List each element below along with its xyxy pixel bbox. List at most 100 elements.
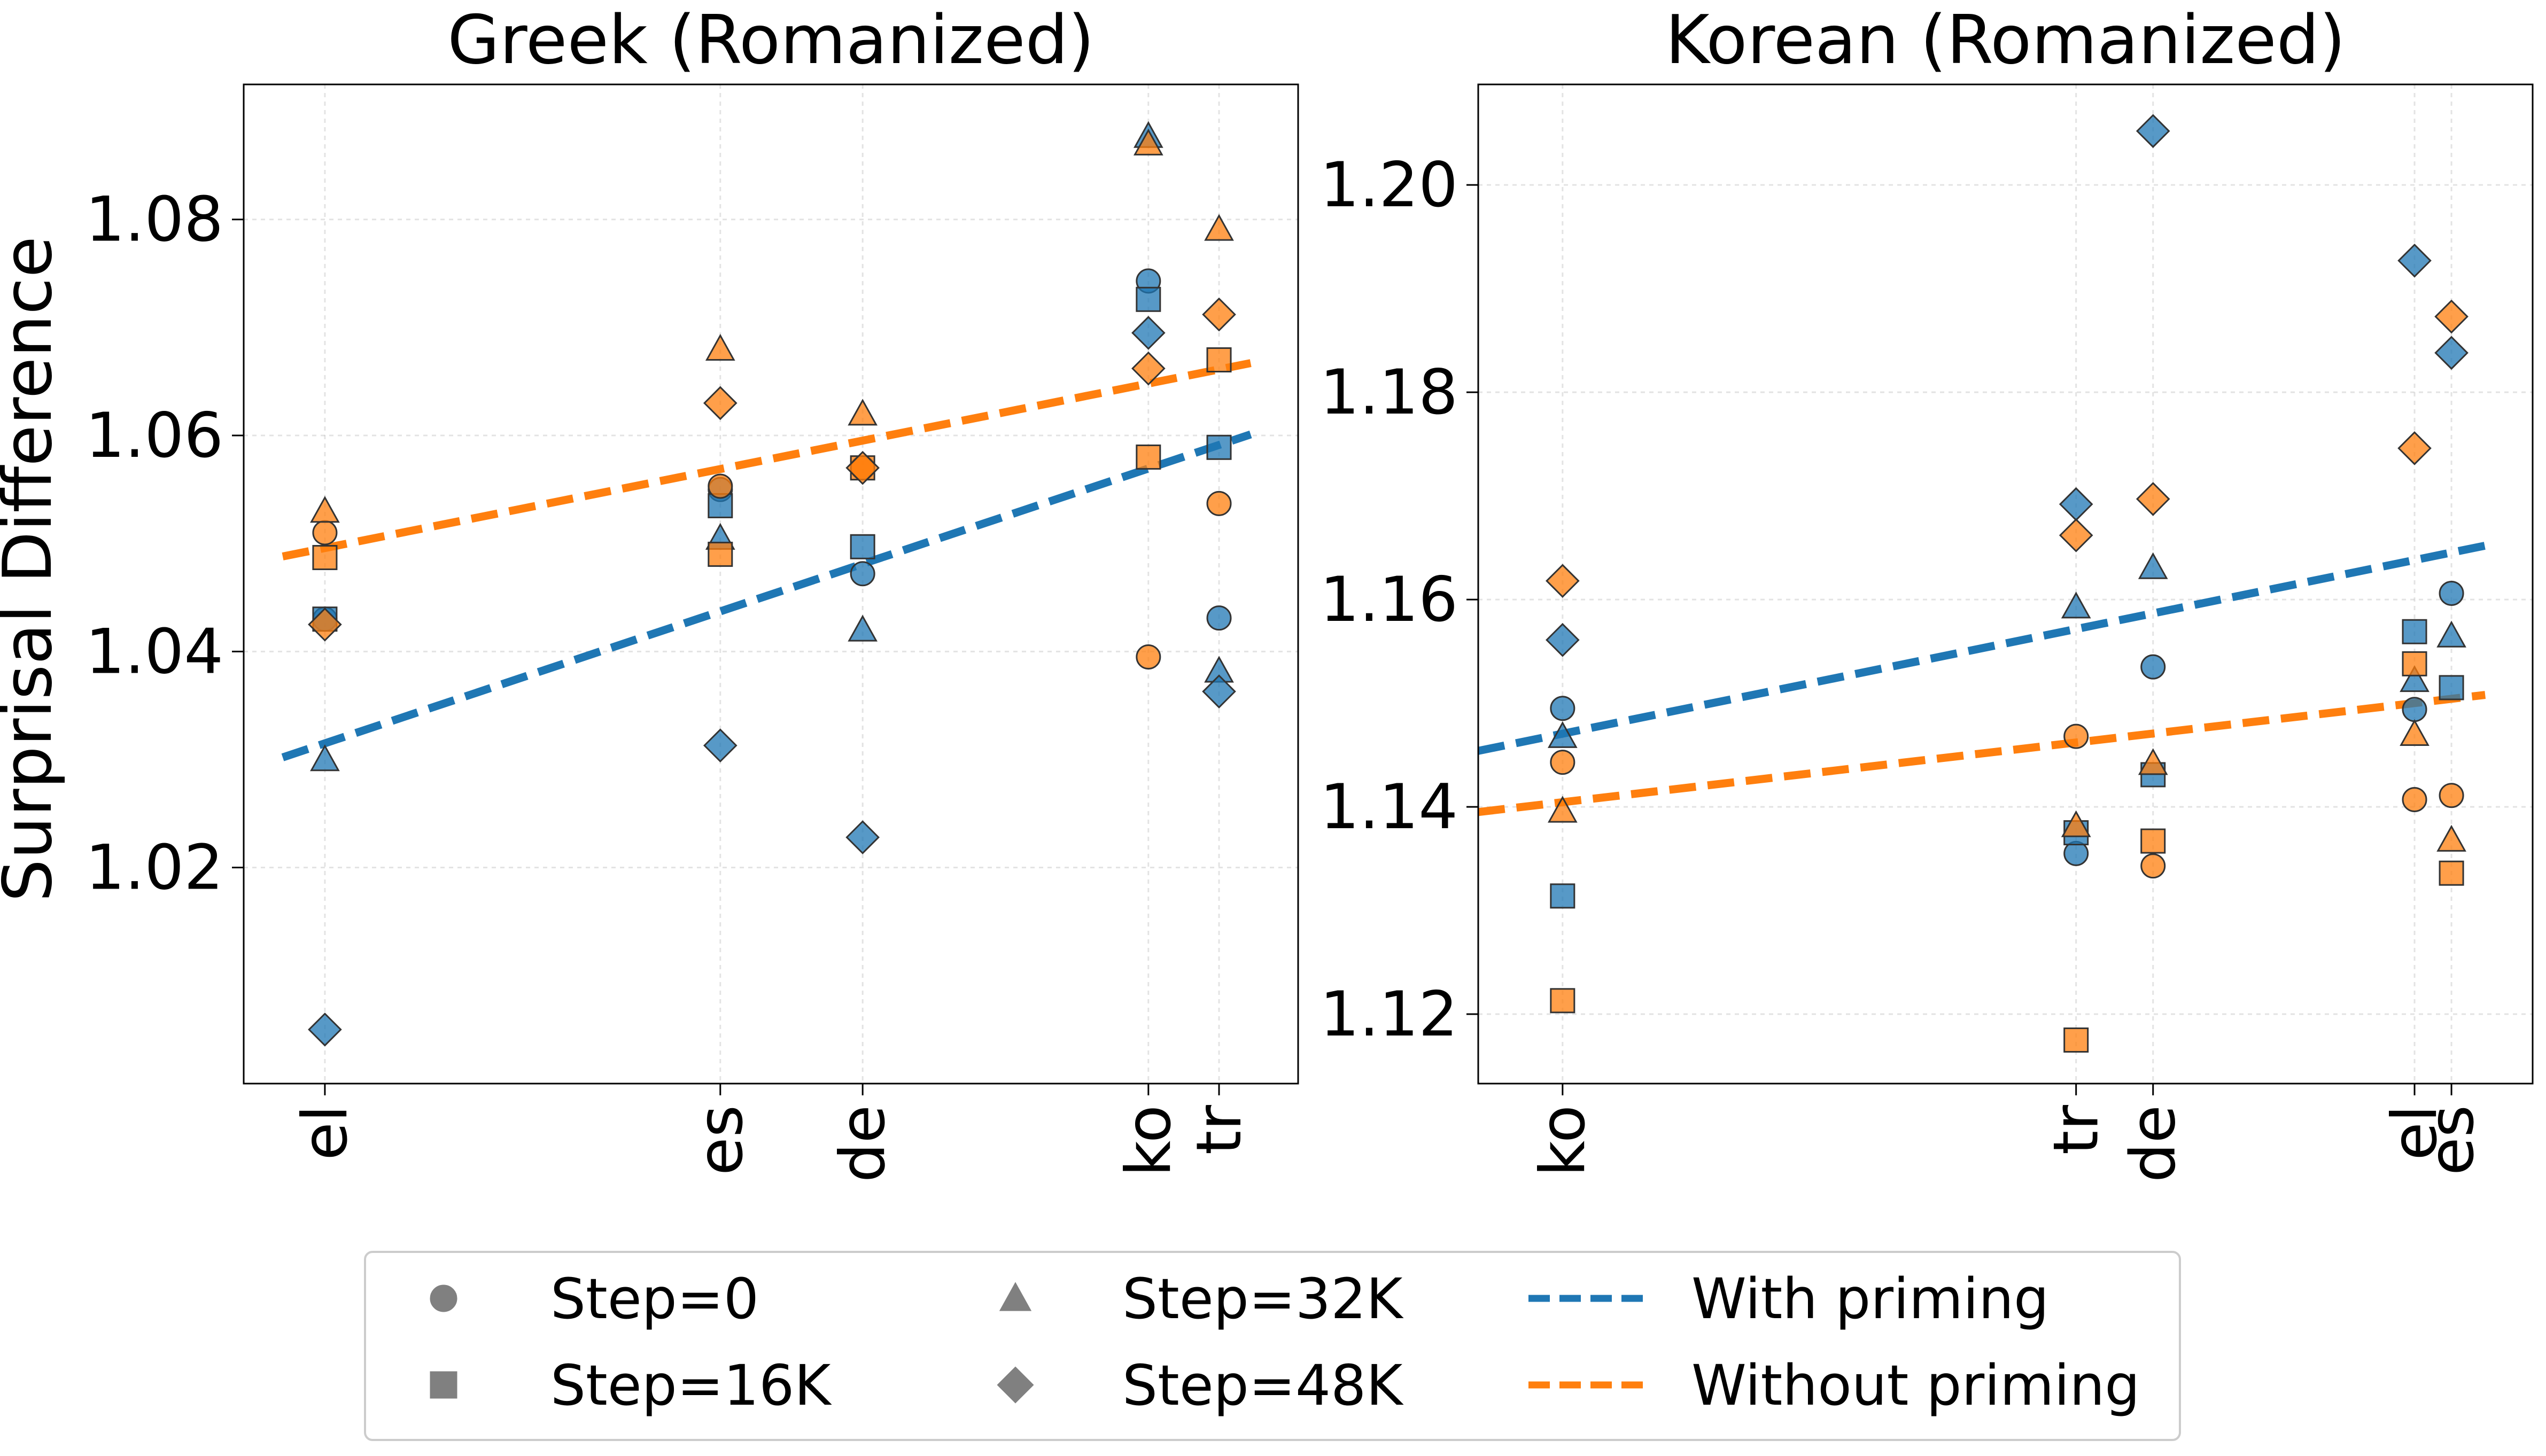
point-korean-el-without-step-16K (2402, 651, 2427, 676)
point-greek-de-without-step-32K (848, 399, 878, 426)
point-korean-de-without-step-16K (2140, 828, 2166, 854)
fit-line-with-priming-korean (1477, 541, 2486, 755)
point-korean-ko-with-step-48K (1546, 622, 1580, 657)
legend-label-step-16k: Step=16K (550, 1353, 832, 1418)
fit-line-without-priming-greek (282, 359, 1252, 560)
legend-marker-step-32k (999, 1282, 1032, 1311)
xtick-label-greek-tr: tr (1183, 1105, 1255, 1155)
xtick-label-greek-el: el (289, 1105, 361, 1161)
xtick-label-korean-es: es (2416, 1105, 2488, 1175)
fit-line-with-priming-greek (281, 430, 1252, 761)
legend-marker-step-0 (430, 1284, 457, 1312)
point-greek-ko-without-step-48K (1131, 351, 1166, 386)
point-greek-ko-with-step-16K (1136, 286, 1161, 312)
point-greek-ko-with-step-48K (1131, 316, 1166, 350)
point-greek-tr-without-step-16K (1206, 347, 1232, 373)
ytick-label-korean-0: 1.12 (1320, 978, 1458, 1050)
legend-box (364, 1251, 2181, 1441)
point-greek-de-with-step-0 (850, 561, 875, 587)
xtick-label-greek-es: es (685, 1105, 757, 1175)
y-axis-label: Surprisal Difference (0, 236, 67, 902)
point-korean-de-without-step-0 (2140, 853, 2166, 879)
legend-label-without-priming: Without priming (1691, 1353, 2140, 1418)
point-greek-de-with-step-48K (845, 820, 880, 854)
point-korean-de-with-step-32K (2138, 552, 2168, 579)
point-greek-ko-without-step-32K (1133, 128, 1163, 155)
point-greek-tr-without-step-48K (1202, 297, 1236, 332)
point-korean-tr-without-step-48K (2059, 518, 2093, 552)
xtick-label-korean-el: el (2379, 1105, 2451, 1161)
point-greek-es-without-step-0 (708, 473, 733, 499)
legend-label-with-priming: With priming (1691, 1266, 2049, 1332)
point-korean-ko-without-step-0 (1550, 750, 1575, 775)
point-korean-es-with-step-32K (2436, 620, 2466, 648)
point-korean-el-with-step-0 (2402, 697, 2427, 722)
legend-label-step-48k: Step=48K (1122, 1353, 1404, 1418)
point-korean-es-with-step-16K (2439, 675, 2464, 700)
ytick-label-korean-3: 1.18 (1320, 356, 1458, 429)
point-korean-ko-with-step-16K (1550, 883, 1575, 909)
point-korean-es-with-step-0 (2439, 580, 2464, 606)
point-korean-tr-without-step-0 (2063, 723, 2089, 749)
point-greek-tr-with-step-0 (1206, 605, 1232, 631)
xtick-label-korean-de: de (2117, 1105, 2190, 1182)
fit-line-without-priming-korean (1478, 691, 2486, 816)
point-greek-ko-without-step-16K (1136, 444, 1161, 470)
point-korean-es-without-step-16K (2439, 860, 2464, 886)
point-korean-es-without-step-32K (2436, 824, 2466, 852)
point-korean-de-with-step-48K (2136, 114, 2170, 149)
xtick-label-korean-tr: tr (2040, 1105, 2113, 1155)
point-korean-es-with-step-48K (2434, 336, 2469, 370)
point-greek-el-with-step-48K (308, 1013, 342, 1047)
point-greek-de-with-step-16K (850, 534, 875, 559)
point-korean-el-without-step-32K (2400, 719, 2429, 746)
point-greek-el-with-step-32K (310, 744, 340, 772)
point-greek-es-without-step-32K (705, 333, 735, 361)
legend-label-step-0: Step=0 (550, 1266, 759, 1332)
axes-frame-korean (1477, 83, 2534, 1085)
point-korean-es-without-step-0 (2439, 783, 2464, 808)
point-korean-ko-without-step-48K (1546, 564, 1580, 598)
point-greek-es-without-step-48K (703, 386, 738, 421)
legend: Step=0 Step=16K Step=32K Step=48K With primi… (364, 1251, 2181, 1441)
point-greek-tr-with-step-48K (1202, 674, 1236, 708)
point-korean-el-without-step-48K (2397, 431, 2432, 465)
point-greek-es-with-step-48K (703, 728, 738, 763)
panel-title-korean: Korean (Romanized) (1665, 1, 2346, 79)
point-korean-ko-without-step-32K (1547, 796, 1578, 823)
point-korean-ko-with-step-32K (1547, 721, 1578, 748)
panel-title-greek: Greek (Romanized) (447, 1, 1094, 79)
point-korean-el-without-step-0 (2402, 787, 2427, 812)
xtick-label-greek-de: de (827, 1105, 899, 1182)
ytick-label-greek-2: 1.06 (86, 400, 223, 472)
ytick-label-korean-2: 1.16 (1320, 564, 1458, 636)
point-greek-ko-without-step-0 (1136, 644, 1161, 669)
point-korean-ko-without-step-16K (1550, 988, 1575, 1014)
point-korean-el-with-step-32K (2400, 665, 2429, 692)
point-greek-es-without-step-16K (708, 541, 733, 567)
ytick-label-korean-4: 1.20 (1320, 149, 1458, 221)
point-korean-tr-without-step-32K (2061, 810, 2091, 837)
axes-frame-greek (243, 83, 1299, 1085)
legend-label-step-32k: Step=32K (1122, 1266, 1404, 1332)
legend-marker-step-48k (997, 1366, 1034, 1404)
point-korean-tr-with-step-32K (2061, 591, 2091, 619)
point-korean-es-without-step-48K (2434, 299, 2469, 334)
point-greek-tr-without-step-0 (1206, 490, 1232, 516)
point-greek-el-without-step-16K (312, 544, 338, 570)
point-korean-tr-without-step-16K (2063, 1027, 2089, 1053)
point-greek-el-without-step-0 (312, 520, 338, 546)
ytick-label-greek-1: 1.04 (86, 616, 223, 688)
point-korean-de-without-step-32K (2138, 748, 2168, 775)
point-greek-de-without-step-48K (845, 450, 880, 485)
xtick-label-greek-ko: ko (1113, 1105, 1185, 1177)
point-greek-el-without-step-48K (308, 607, 342, 642)
point-korean-el-with-step-16K (2402, 619, 2427, 644)
point-korean-el-with-step-48K (2397, 243, 2432, 278)
ytick-label-korean-1: 1.14 (1320, 771, 1458, 843)
point-korean-ko-with-step-0 (1550, 696, 1575, 721)
point-korean-de-without-step-48K (2136, 482, 2170, 516)
point-greek-de-with-step-32K (848, 614, 878, 642)
